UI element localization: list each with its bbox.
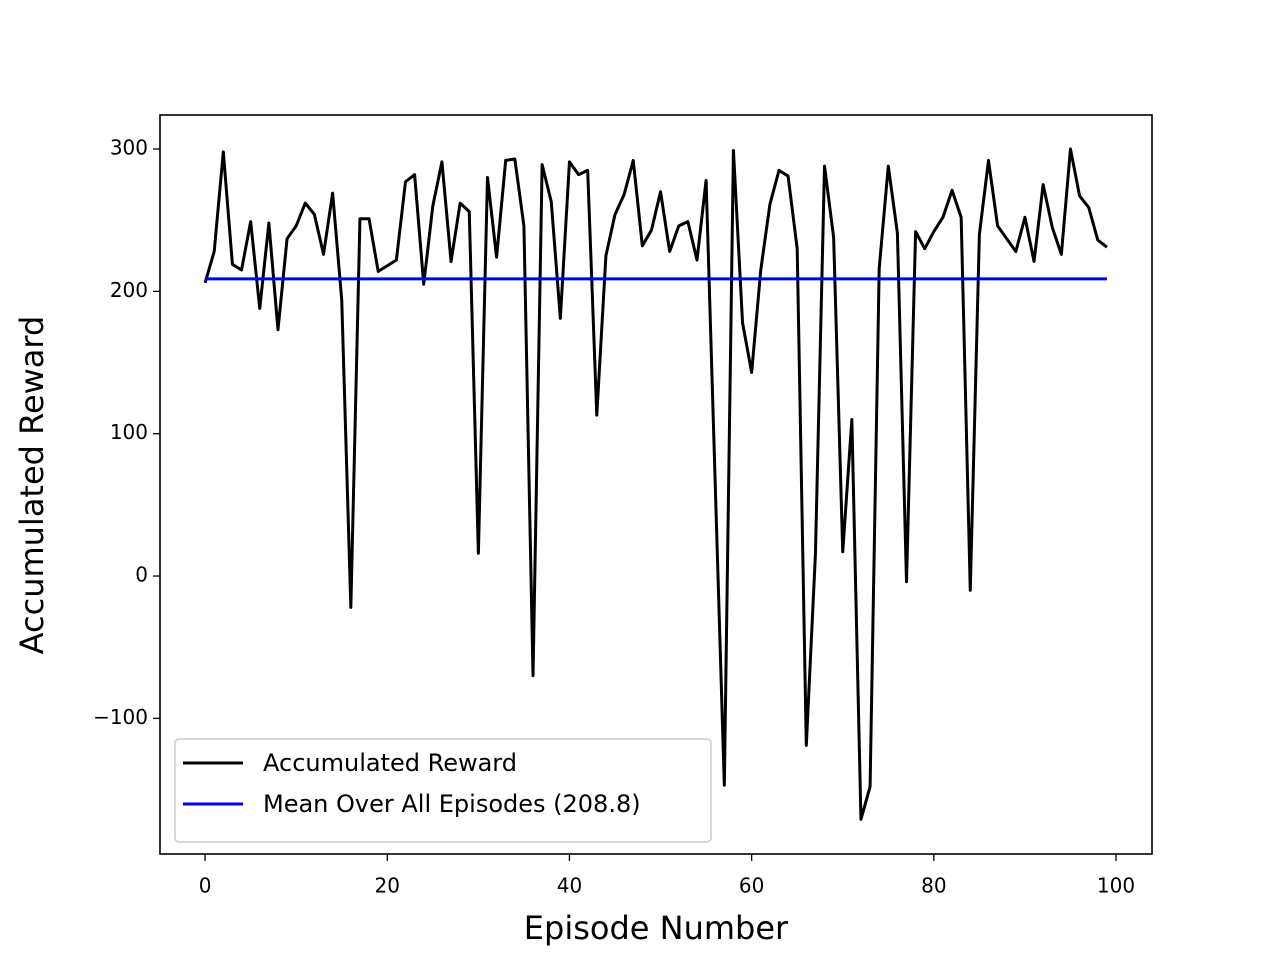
- x-axis-label: Episode Number: [524, 909, 789, 947]
- legend-label: Mean Over All Episodes (208.8): [263, 790, 641, 818]
- legend-label: Accumulated Reward: [263, 749, 517, 777]
- x-tick-label: 80: [921, 874, 946, 898]
- series-line: [203, 147, 1108, 821]
- legend: Accumulated Reward Mean Over All Episodes…: [174, 738, 712, 843]
- x-tick-label: 20: [375, 874, 400, 898]
- x-tick-label: 40: [557, 874, 582, 898]
- y-axis-label: Accumulated Reward: [13, 316, 51, 655]
- x-tick-label: 60: [739, 874, 764, 898]
- x-tick-label: 100: [1097, 874, 1135, 898]
- y-tick-label: 100: [110, 420, 148, 444]
- y-tick-label: 0: [135, 563, 148, 587]
- plot-frame: [159, 114, 1153, 855]
- x-tick-label: 0: [199, 874, 212, 898]
- y-tick-label: 200: [110, 278, 148, 302]
- y-tick-label: −100: [93, 705, 148, 729]
- legend-box: [174, 738, 712, 843]
- y-tick-label: 300: [110, 136, 148, 160]
